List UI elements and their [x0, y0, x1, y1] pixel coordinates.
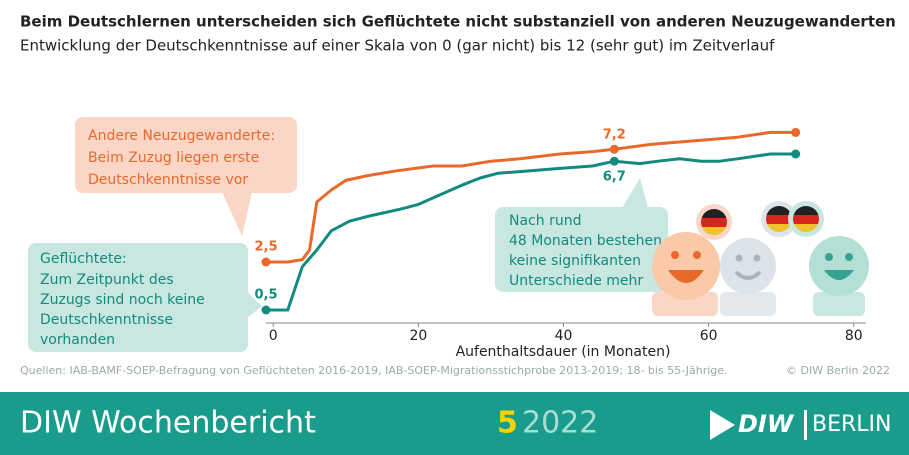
faces-illustration	[652, 201, 869, 316]
callout-line: Deutschkenntnisse	[40, 312, 173, 328]
series-line	[266, 130, 796, 264]
series-line	[266, 152, 796, 312]
callout-line: 48 Monaten bestehen	[509, 233, 662, 249]
callout-line: Nach rund	[509, 213, 581, 229]
x-tick-label: 40	[555, 328, 573, 344]
logo-mark	[710, 410, 735, 440]
callout-heading: Andere Neuzugewanderte:	[88, 128, 275, 144]
copyright: © DIW Berlin 2022	[786, 364, 890, 377]
x-tick-label: 0	[269, 328, 278, 344]
logo-right: BERLIN	[812, 412, 891, 437]
callout-teal-mid: Nach rund 48 Monaten bestehen keine sign…	[495, 178, 668, 292]
x-tick-label: 60	[700, 328, 718, 344]
point-marker	[791, 149, 801, 159]
point-marker	[609, 156, 619, 166]
value-label: 2,5	[254, 240, 277, 255]
point-marker	[261, 305, 271, 315]
footer-publication: DIW Wochenbericht	[20, 406, 316, 441]
point-marker	[261, 257, 271, 267]
value-label: 6,7	[603, 170, 626, 185]
chart-title: Beim Deutschlernen unterscheiden sich Ge…	[20, 13, 896, 31]
point-marker	[791, 127, 801, 137]
callout-line: Unterschiede mehr	[509, 273, 643, 289]
callout-line: Zum Zeitpunkt des	[40, 272, 174, 288]
callout-line: vorhanden	[40, 332, 115, 348]
x-tick-label: 80	[845, 328, 863, 344]
source-note: Quellen: IAB-BAMF-SOEP-Befragung von Gef…	[20, 364, 728, 377]
logo-divider	[804, 410, 807, 440]
callout-line: Zuzugs sind noch keine	[40, 292, 205, 308]
callout-heading: Geflüchtete:	[40, 251, 127, 267]
value-label: 0,5	[254, 288, 277, 303]
point-marker	[609, 144, 619, 154]
chart-subtitle: Entwicklung der Deutschkenntnisse auf ei…	[20, 37, 775, 55]
x-tick-label: 20	[409, 328, 427, 344]
callout-orange: Andere Neuzugewanderte: Beim Zuzug liege…	[75, 117, 297, 236]
callout-line: Deutschkenntnisse vor	[88, 172, 248, 188]
callout-line: Beim Zuzug liegen erste	[88, 150, 259, 166]
value-label: 7,2	[603, 128, 626, 143]
callout-line: keine signifikanten	[509, 253, 641, 269]
callout-teal-left: Geflüchtete: Zum Zeitpunkt des Zuzugs si…	[28, 243, 262, 352]
footer-band	[0, 392, 909, 455]
x-axis-title: Aufenthaltsdauer (in Monaten)	[456, 344, 671, 360]
footer-year: 2022	[522, 406, 598, 441]
logo-left: DIW	[738, 410, 795, 438]
footer-issue: 5	[497, 406, 518, 441]
